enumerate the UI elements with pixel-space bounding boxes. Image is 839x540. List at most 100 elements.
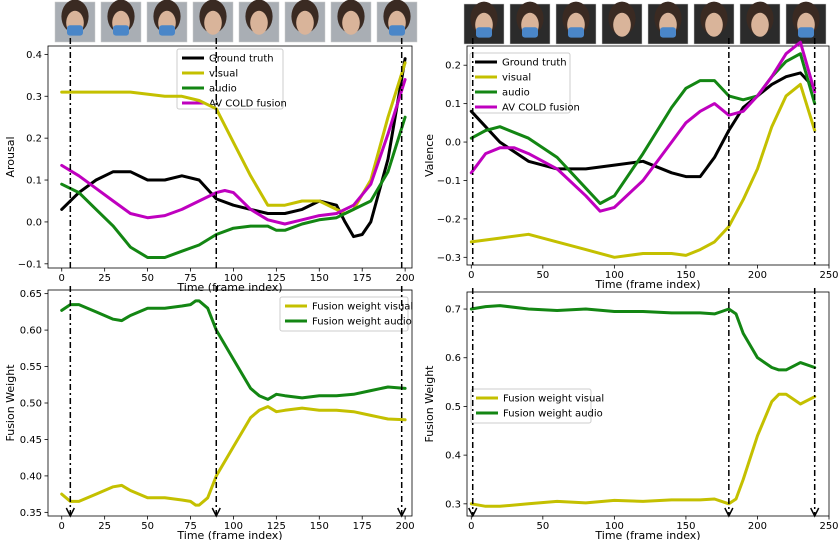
series-line-av-cold-fusion [60,78,407,226]
y-tick-label: 0.0 [26,217,42,228]
thumbnails-right [463,1,827,45]
frame-marker-arrow [724,507,734,518]
fusion-valence-legend-box [470,388,592,424]
face-shape [751,12,769,37]
series-line-visual [469,82,817,259]
arousal-legend-box [176,48,284,110]
arousal-xlabel: Time (frame index) [176,281,282,294]
y-tick-label: 0.4 [26,50,42,61]
legend-label-av-cold-fusion: AV COLD fusion [502,103,580,114]
mask-shape [798,27,814,38]
y-tick-label: 0.4 [445,451,461,462]
y-tick-label: 0.1 [26,176,42,187]
series-line-fusion-weight-visual [60,405,407,507]
fusion-arousal-plot: Time (frame index) Fusion Weight Fusion … [4,289,415,540]
y-tick-label: 0.45 [20,435,42,446]
arousal-plot: Time (frame index) Arousal Ground truth … [4,45,415,294]
frame-markers [65,38,820,518]
arousal-ylabel: Arousal [4,136,17,177]
frame-marker-arrow [810,507,820,518]
mask-shape [476,27,492,38]
y-tick-label: 0.50 [20,399,42,410]
x-tick-label: 200 [748,270,767,281]
y-tick-label: 0.55 [20,362,42,373]
face-shape [204,10,222,35]
valence-ylabel: Valence [423,134,436,177]
mask-shape [522,27,538,38]
x-tick-label: 25 [98,521,111,532]
x-tick-label: 0 [59,273,65,284]
series-line-ground-truth [469,71,817,179]
x-tick-label: 125 [267,273,286,284]
face-shape [705,12,723,37]
y-tick-label: 0.6 [445,353,461,364]
x-tick-label: 0 [59,521,65,532]
axes-frame [466,291,830,517]
x-tick-label: 250 [819,521,838,532]
mask-shape [568,27,584,38]
x-tick-label: 200 [396,521,415,532]
frame-marker-arrow [468,507,478,518]
x-tick-label: 150 [310,521,329,532]
x-tick-label: 25 [98,273,111,284]
series-line-fusion-weight-visual [469,392,817,508]
x-tick-label: 150 [676,270,695,281]
fusion-arousal-legend: Fusion weight visual Fusion weight audio [279,296,413,332]
x-tick-label: 100 [224,273,243,284]
legend-label-visual: visual [209,69,238,80]
y-tick-label: 0.2 [26,134,42,145]
fusion-valence-xlabel: Time (frame index) [594,529,700,540]
mask-shape [389,25,405,36]
legend-label-av-cold-fusion: AV COLD fusion [209,99,287,110]
x-tick-label: 175 [353,521,372,532]
y-tick-label: 0.2 [445,61,461,72]
fusion-valence-plot: Time (frame index) Fusion Weight Fusion … [423,291,839,540]
thumbnails-left [54,0,418,43]
y-tick-label: 0.40 [20,471,42,482]
mask-shape [113,25,129,36]
x-tick-label: 200 [748,521,767,532]
y-tick-label: 0.7 [445,305,461,316]
legend-label-fusion-visual: Fusion weight visual [503,394,604,405]
x-tick-label: 125 [267,521,286,532]
y-tick-label: 0.0 [445,138,461,149]
y-tick-label: 0.3 [445,499,461,510]
y-tick-label: −0.2 [437,214,461,225]
valence-legend: Ground truth visual audio AV COLD fusion [469,52,580,114]
face-shape [250,10,268,35]
axes-frame [466,45,830,266]
legend-label-audio: audio [502,88,530,99]
x-tick-label: 150 [310,273,329,284]
face-shape [342,10,360,35]
y-tick-label: −0.1 [437,176,461,187]
y-tick-label: 0.60 [20,326,42,337]
legend-label-visual: visual [502,73,531,84]
x-tick-label: 250 [819,270,838,281]
y-tick-label: 0.3 [26,92,42,103]
y-tick-label: 0.5 [445,402,461,413]
frame-marker-arrow [211,507,221,518]
arousal-legend: Ground truth visual audio AV COLD fusion [176,48,287,110]
x-tick-label: 100 [224,521,243,532]
legend-label-audio: audio [209,84,237,95]
legend-label-fusion-visual: Fusion weight visual [312,302,413,313]
mask-shape [159,25,175,36]
y-tick-label: −0.1 [18,259,42,270]
series-line-audio [60,115,407,259]
x-tick-label: 75 [184,273,197,284]
x-tick-label: 0 [468,270,474,281]
x-tick-label: 100 [605,270,624,281]
y-tick-label: 0.35 [20,508,42,519]
x-tick-label: 50 [141,521,154,532]
axes-frame [47,45,413,269]
series-line-fusion-weight-audio [469,304,817,372]
fusion-arousal-ylabel: Fusion Weight [4,364,17,442]
y-tick-label: 0.65 [20,289,42,300]
valence-plot: Time (frame index) Valence Ground truth … [423,40,839,291]
frame-marker-arrow [397,507,407,518]
x-tick-label: 50 [536,270,549,281]
x-tick-label: 50 [141,273,154,284]
x-tick-label: 50 [536,521,549,532]
series-line-fusion-weight-audio [60,299,407,401]
frame-marker-arrow [65,507,75,518]
